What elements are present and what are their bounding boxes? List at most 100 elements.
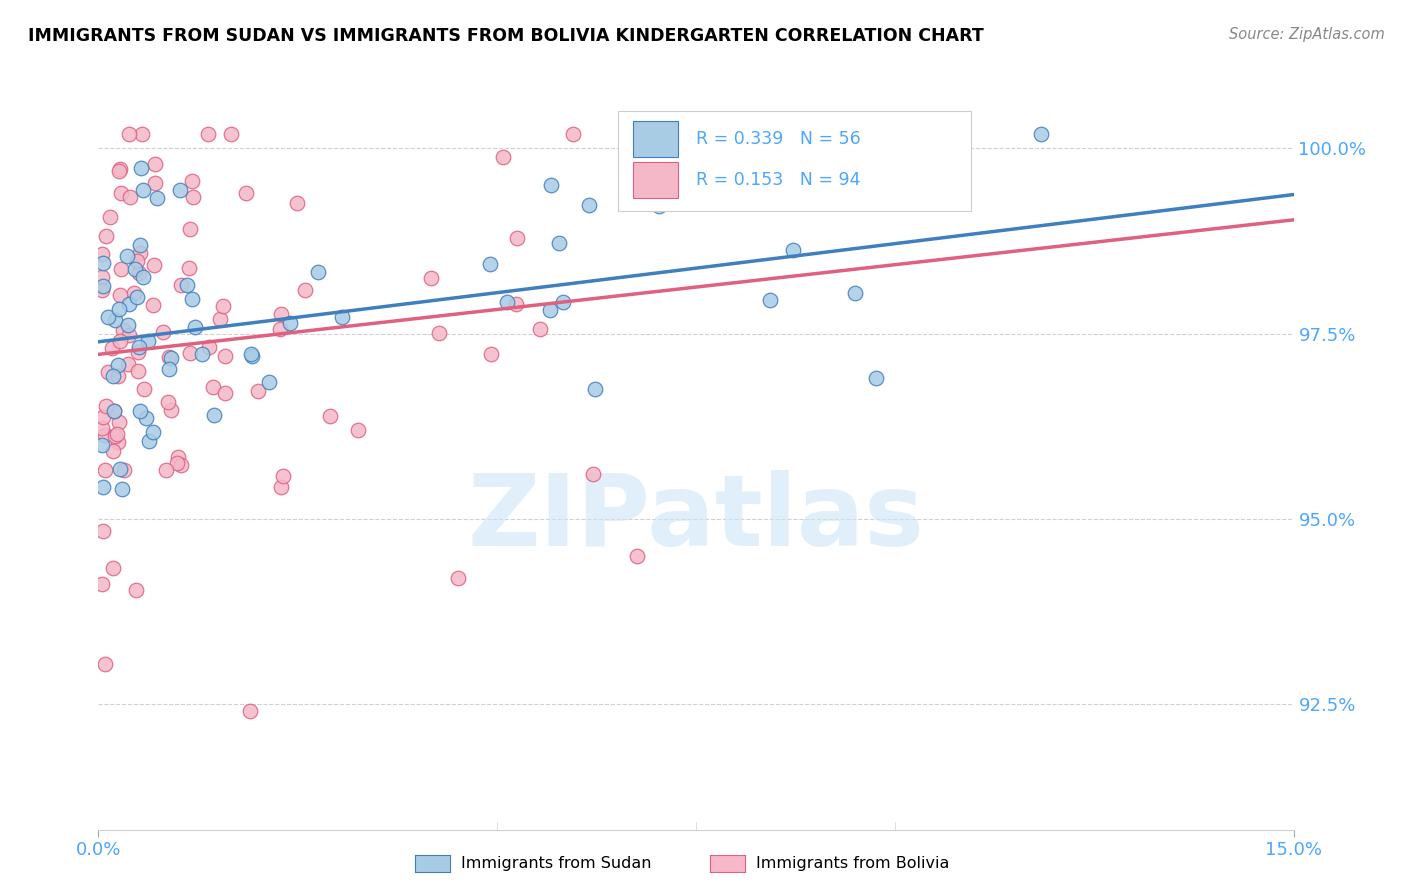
Point bbox=[179, 346, 201, 360]
Point bbox=[578, 197, 600, 211]
Point bbox=[157, 362, 180, 376]
Point bbox=[118, 127, 141, 141]
Point bbox=[319, 409, 342, 423]
Point bbox=[201, 379, 224, 393]
Point bbox=[101, 369, 124, 384]
Point bbox=[166, 456, 188, 470]
Point bbox=[128, 245, 150, 260]
Point bbox=[124, 262, 146, 277]
Point bbox=[865, 370, 887, 384]
Point bbox=[128, 404, 150, 418]
Point bbox=[240, 347, 263, 361]
Point bbox=[419, 271, 441, 285]
Point bbox=[197, 127, 219, 141]
Point bbox=[131, 270, 153, 285]
Point bbox=[103, 403, 125, 417]
Point bbox=[529, 322, 551, 336]
Point bbox=[278, 316, 301, 330]
Point bbox=[101, 443, 124, 458]
Point bbox=[97, 365, 120, 379]
Point bbox=[134, 382, 156, 396]
Point bbox=[108, 415, 131, 429]
Point bbox=[128, 267, 150, 281]
Point bbox=[269, 322, 291, 336]
Point bbox=[104, 429, 127, 443]
Point bbox=[94, 428, 117, 442]
Point bbox=[479, 347, 502, 361]
Point bbox=[152, 325, 174, 339]
Point bbox=[112, 323, 135, 337]
Point bbox=[562, 127, 585, 141]
Point bbox=[136, 334, 159, 349]
Point bbox=[626, 549, 648, 563]
Point bbox=[125, 290, 148, 304]
Point bbox=[128, 238, 150, 252]
Text: R = 0.153   N = 94: R = 0.153 N = 94 bbox=[696, 171, 860, 189]
Point bbox=[478, 258, 501, 272]
Point bbox=[179, 222, 201, 236]
Point bbox=[91, 577, 114, 591]
Point bbox=[98, 210, 121, 224]
Point bbox=[107, 435, 129, 450]
Point bbox=[117, 357, 139, 371]
Point bbox=[122, 285, 145, 300]
Point bbox=[257, 376, 280, 390]
Point bbox=[180, 292, 202, 306]
Point bbox=[347, 423, 370, 437]
Text: Immigrants from Bolivia: Immigrants from Bolivia bbox=[756, 856, 950, 871]
Text: IMMIGRANTS FROM SUDAN VS IMMIGRANTS FROM BOLIVIA KINDERGARTEN CORRELATION CHART: IMMIGRANTS FROM SUDAN VS IMMIGRANTS FROM… bbox=[28, 27, 984, 45]
Point bbox=[91, 480, 114, 494]
Point bbox=[844, 286, 866, 301]
Point bbox=[214, 349, 236, 363]
Text: Immigrants from Sudan: Immigrants from Sudan bbox=[461, 856, 651, 871]
Point bbox=[101, 560, 124, 574]
Point bbox=[143, 157, 166, 171]
Point bbox=[287, 195, 309, 210]
Point bbox=[91, 270, 114, 285]
Point bbox=[127, 345, 149, 359]
Point bbox=[548, 235, 571, 250]
Point bbox=[91, 283, 114, 297]
Point bbox=[110, 161, 132, 176]
Point bbox=[157, 395, 180, 409]
Point bbox=[209, 312, 232, 326]
Point bbox=[160, 402, 183, 417]
Point bbox=[1029, 127, 1052, 141]
Point bbox=[108, 301, 131, 316]
Point bbox=[110, 261, 132, 276]
Point bbox=[427, 326, 450, 340]
Point bbox=[94, 399, 117, 413]
Point bbox=[107, 369, 129, 384]
FancyBboxPatch shape bbox=[633, 162, 678, 198]
Point bbox=[117, 248, 139, 262]
Point bbox=[108, 462, 131, 476]
Point bbox=[496, 294, 519, 309]
Point bbox=[142, 298, 165, 312]
Point bbox=[169, 183, 191, 197]
Point bbox=[112, 463, 135, 477]
Point bbox=[108, 164, 131, 178]
Point bbox=[538, 302, 561, 317]
Point bbox=[214, 385, 236, 400]
Point bbox=[118, 297, 141, 311]
Point bbox=[103, 403, 125, 417]
Point bbox=[108, 288, 131, 302]
Point bbox=[127, 364, 149, 378]
Point bbox=[108, 334, 131, 348]
Point bbox=[125, 254, 148, 268]
Point bbox=[128, 340, 150, 354]
Point bbox=[93, 278, 115, 293]
Point bbox=[146, 191, 169, 205]
Text: R = 0.339   N = 56: R = 0.339 N = 56 bbox=[696, 130, 860, 148]
Point bbox=[91, 256, 114, 270]
Point bbox=[716, 127, 738, 141]
Point bbox=[669, 127, 692, 141]
Point bbox=[294, 283, 316, 297]
Point bbox=[155, 463, 177, 477]
Point bbox=[505, 296, 527, 310]
Point bbox=[94, 228, 117, 243]
Point bbox=[491, 150, 513, 164]
FancyBboxPatch shape bbox=[633, 121, 678, 157]
Point bbox=[111, 482, 134, 496]
Point bbox=[198, 340, 221, 354]
